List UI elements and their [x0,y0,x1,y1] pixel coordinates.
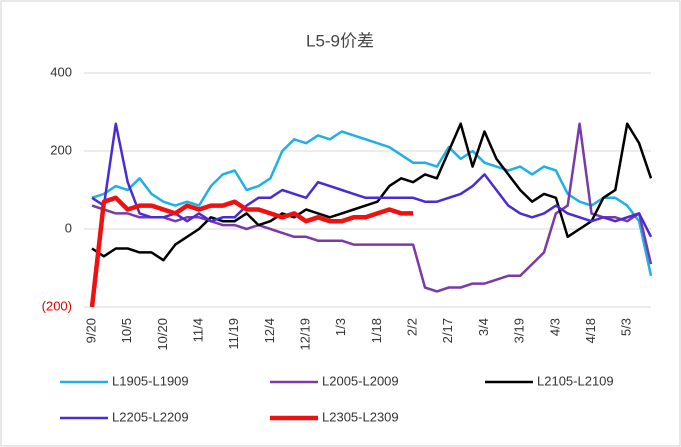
x-tick-label: 2/2 [405,318,420,336]
x-tick-label: 1/18 [369,318,384,343]
x-tick-label: 12/4 [262,318,277,343]
series-line [91,122,653,262]
legend-label: L2005-L2009 [322,373,399,388]
series-line [89,195,414,308]
x-tick-label: 1/3 [333,318,348,336]
x-tick-label: 3/19 [512,318,527,343]
x-tick-label: 5/3 [619,318,634,336]
y-tick-label: (200) [42,298,72,313]
series-line [91,122,653,293]
series-line [91,130,653,277]
series-line [91,122,653,238]
legend-label: L2205-L2209 [112,409,189,424]
x-tick-label: 10/20 [155,318,170,351]
x-tick-label: 11/19 [226,318,241,350]
y-tick-label: 0 [65,220,72,235]
legend-label: L1905-L1909 [112,373,189,388]
x-tick-label: 4/3 [547,318,562,336]
x-tick-label: 2/17 [440,318,455,343]
y-tick-label: 200 [50,142,72,157]
chart-title: L5-9价差 [306,31,374,50]
legend-label: L2305-L2309 [322,409,399,424]
x-tick-label: 4/18 [583,318,598,343]
x-tick-label: 10/5 [119,318,134,343]
x-tick-label: 3/4 [476,318,491,336]
legend-label: L2105-L2109 [537,373,614,388]
y-tick-label: 400 [50,64,72,79]
x-tick-label: 9/20 [83,318,98,343]
x-tick-label: 12/19 [298,318,313,351]
x-tick-label: 11/4 [190,318,205,342]
